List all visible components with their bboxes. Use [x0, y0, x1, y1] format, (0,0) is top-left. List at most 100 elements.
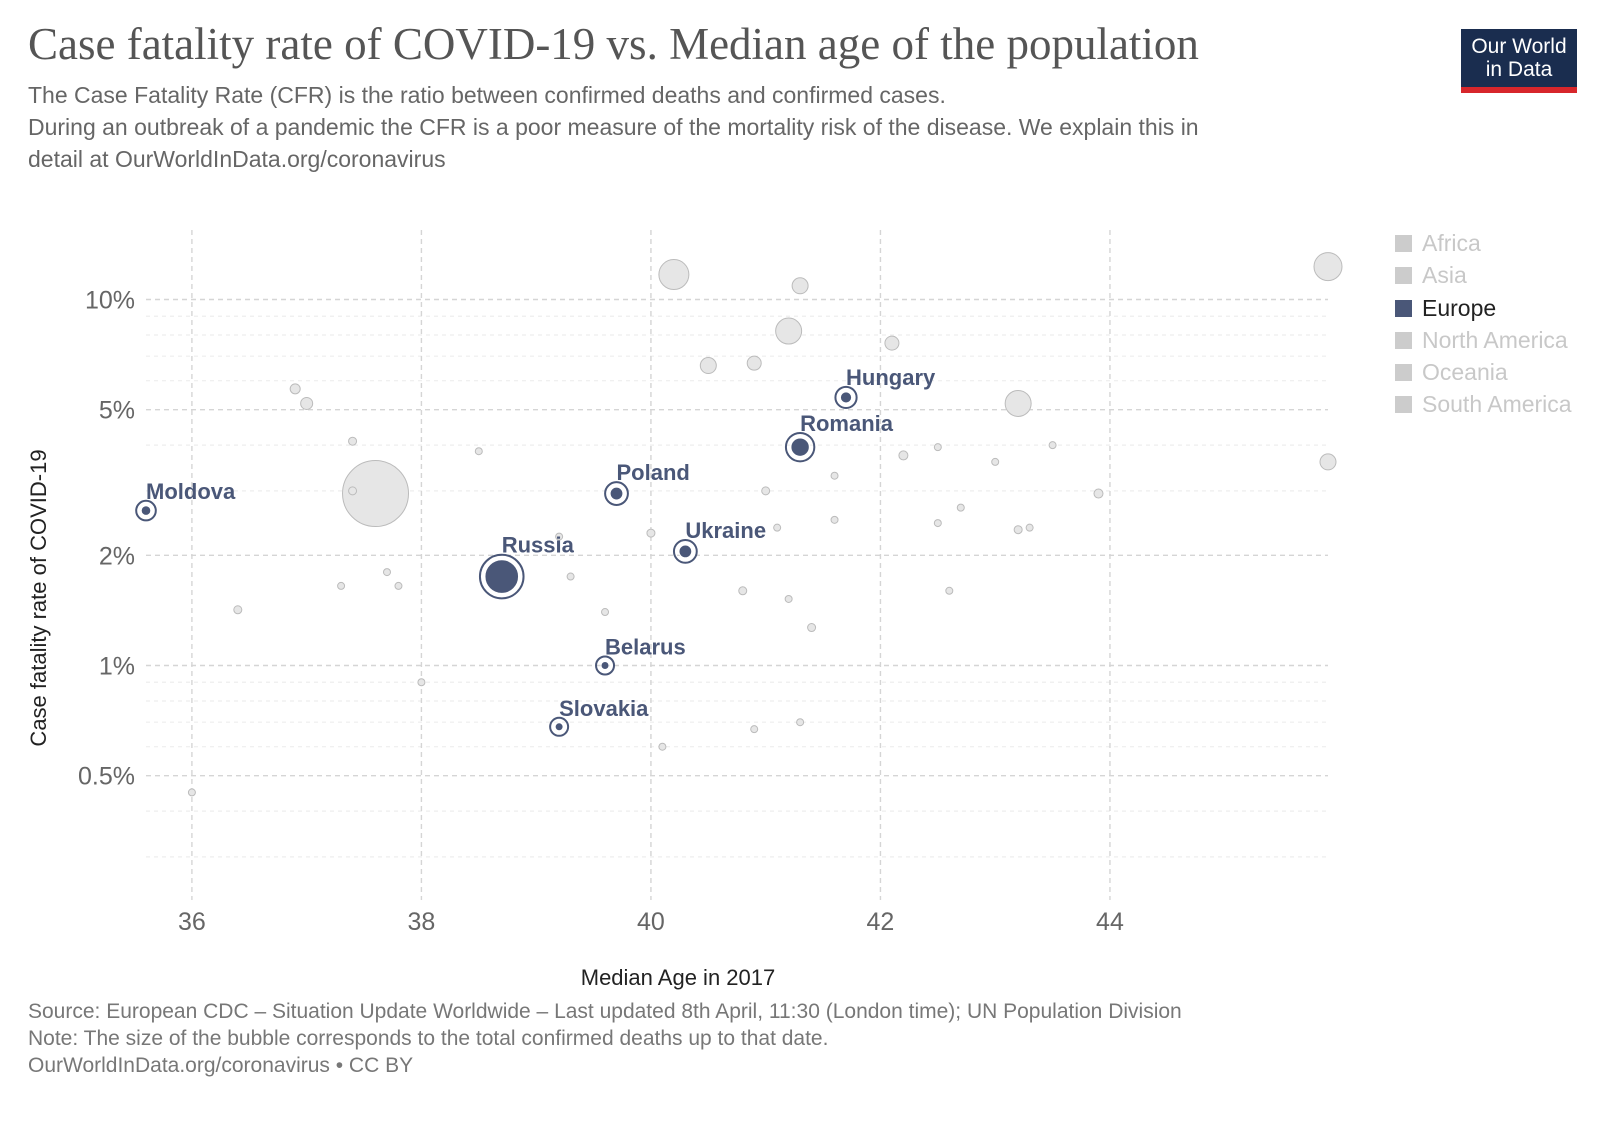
legend-item-africa[interactable]: Africa: [1395, 230, 1481, 257]
x-tick-label: 38: [408, 908, 436, 936]
other-country-bubble[interactable]: [830, 515, 839, 524]
x-axis-label: Median Age in 2017: [581, 965, 776, 990]
other-country-bubble[interactable]: [884, 335, 900, 351]
legend-item-asia[interactable]: Asia: [1395, 262, 1467, 289]
europe-bubble-hungary[interactable]: [839, 391, 853, 404]
other-country-bubble[interactable]: [945, 586, 954, 595]
other-country-bubble[interactable]: [474, 447, 483, 456]
europe-label-russia: Russia: [502, 533, 575, 558]
other-country-bubble[interactable]: [233, 605, 243, 615]
y-tick-label: 5%: [99, 397, 135, 425]
other-country-bubble[interactable]: [342, 460, 410, 528]
x-tick-label: 36: [178, 908, 206, 936]
europe-bubble-ukraine[interactable]: [678, 544, 693, 559]
other-country-bubble[interactable]: [348, 486, 358, 496]
other-country-bubble[interactable]: [746, 355, 762, 371]
legend-item-north-america[interactable]: North America: [1395, 327, 1568, 354]
europe-label-hungary: Hungary: [846, 365, 936, 390]
europe-bubble-romania[interactable]: [790, 437, 810, 457]
other-country-bubble[interactable]: [1048, 441, 1057, 450]
other-country-bubble[interactable]: [738, 586, 748, 596]
y-tick-label: 10%: [85, 287, 135, 315]
other-country-bubble[interactable]: [1093, 488, 1104, 499]
y-tick-label: 0.5%: [78, 763, 135, 791]
other-country-bubble[interactable]: [382, 568, 391, 577]
other-country-bubble[interactable]: [1013, 525, 1023, 535]
europe-bubble-slovakia[interactable]: [554, 722, 564, 732]
other-country-bubble[interactable]: [775, 317, 803, 345]
other-country-bubble[interactable]: [933, 443, 942, 452]
europe-point-romania[interactable]: Romania: [784, 411, 894, 463]
europe-bubble-russia[interactable]: [484, 559, 520, 594]
other-country-bubble[interactable]: [784, 594, 793, 603]
other-country-bubble[interactable]: [646, 528, 656, 538]
other-country-bubble[interactable]: [658, 742, 667, 751]
footer-credit[interactable]: OurWorldInData.org/coronavirus • CC BY: [28, 1054, 414, 1077]
other-country-bubble[interactable]: [796, 718, 805, 727]
other-country-bubble[interactable]: [1025, 523, 1034, 532]
footer-note: Note: The size of the bubble corresponds…: [28, 1027, 829, 1050]
other-country-bubble[interactable]: [187, 788, 196, 797]
europe-halo-russia: [478, 553, 525, 600]
other-country-bubble[interactable]: [830, 471, 839, 480]
europe-halo-hungary: [834, 385, 858, 410]
owid-logo[interactable]: Our World in Data: [1461, 29, 1577, 93]
other-country-bubble[interactable]: [337, 581, 346, 590]
europe-halo-ukraine: [672, 538, 698, 564]
europe-halo-belarus: [595, 655, 616, 676]
europe-halo-moldova: [135, 499, 157, 522]
x-tick-label: 44: [1096, 908, 1124, 936]
legend-swatch-north-america: [1395, 332, 1412, 349]
europe-bubble-poland[interactable]: [609, 486, 624, 501]
europe-label-belarus: Belarus: [605, 635, 686, 660]
other-country-bubble[interactable]: [807, 623, 817, 633]
logo-line-2: in Data: [1485, 58, 1553, 81]
chart-subtitle-line-2: During an outbreak of a pandemic the CFR…: [28, 114, 1199, 140]
europe-countries-layer: Moldova Russia Poland Ukraine Belarus Slovaki…: [135, 365, 936, 737]
europe-point-hungary[interactable]: Hungary: [834, 365, 936, 410]
other-country-bubble[interactable]: [1004, 389, 1032, 417]
europe-point-slovakia[interactable]: Slovakia: [549, 696, 649, 737]
other-country-bubble[interactable]: [898, 450, 909, 461]
europe-bubble-belarus[interactable]: [600, 661, 610, 670]
other-country-bubble[interactable]: [417, 678, 426, 687]
axis-layer: 0.5% 1% 2% 5% 10% 36 38 40 42 44: [78, 287, 1124, 937]
other-country-bubble[interactable]: [348, 436, 358, 446]
other-country-bubble[interactable]: [750, 725, 759, 734]
other-country-bubble[interactable]: [566, 572, 575, 581]
other-country-bubble[interactable]: [1319, 453, 1337, 471]
other-country-bubble[interactable]: [956, 503, 965, 512]
other-country-bubble[interactable]: [300, 396, 314, 410]
europe-point-ukraine[interactable]: Ukraine: [672, 518, 766, 564]
other-country-bubble[interactable]: [394, 581, 403, 590]
legend-swatch-africa: [1395, 235, 1412, 252]
other-country-bubble[interactable]: [1313, 252, 1343, 282]
europe-halo-slovakia: [549, 716, 570, 737]
other-countries-layer: [187, 252, 1343, 797]
other-country-bubble[interactable]: [555, 532, 564, 541]
europe-label-moldova: Moldova: [146, 479, 236, 504]
europe-point-russia[interactable]: Russia: [478, 533, 575, 600]
x-tick-label: 40: [637, 908, 665, 936]
legend-item-south-america[interactable]: South America: [1395, 391, 1572, 418]
legend-item-oceania[interactable]: Oceania: [1395, 359, 1508, 386]
other-country-bubble[interactable]: [933, 519, 942, 528]
other-country-bubble[interactable]: [773, 523, 782, 532]
other-country-bubble[interactable]: [761, 486, 771, 496]
legend-item-europe[interactable]: Europe: [1395, 295, 1496, 322]
other-country-bubble[interactable]: [791, 277, 809, 295]
other-country-bubble[interactable]: [699, 357, 717, 375]
other-country-bubble[interactable]: [289, 383, 301, 395]
europe-point-poland[interactable]: Poland: [604, 460, 690, 506]
chart-subtitle-line-3[interactable]: detail at OurWorldInData.org/coronavirus: [28, 146, 446, 172]
other-country-bubble[interactable]: [991, 457, 1000, 466]
x-tick-label: 42: [867, 908, 895, 936]
legend-swatch-asia: [1395, 267, 1412, 284]
europe-point-moldova[interactable]: Moldova: [135, 479, 236, 522]
europe-point-belarus[interactable]: Belarus: [595, 635, 686, 676]
europe-bubble-moldova[interactable]: [140, 505, 152, 516]
other-country-bubble[interactable]: [658, 259, 690, 291]
other-country-bubble[interactable]: [601, 608, 610, 617]
y-tick-label: 1%: [99, 653, 135, 681]
